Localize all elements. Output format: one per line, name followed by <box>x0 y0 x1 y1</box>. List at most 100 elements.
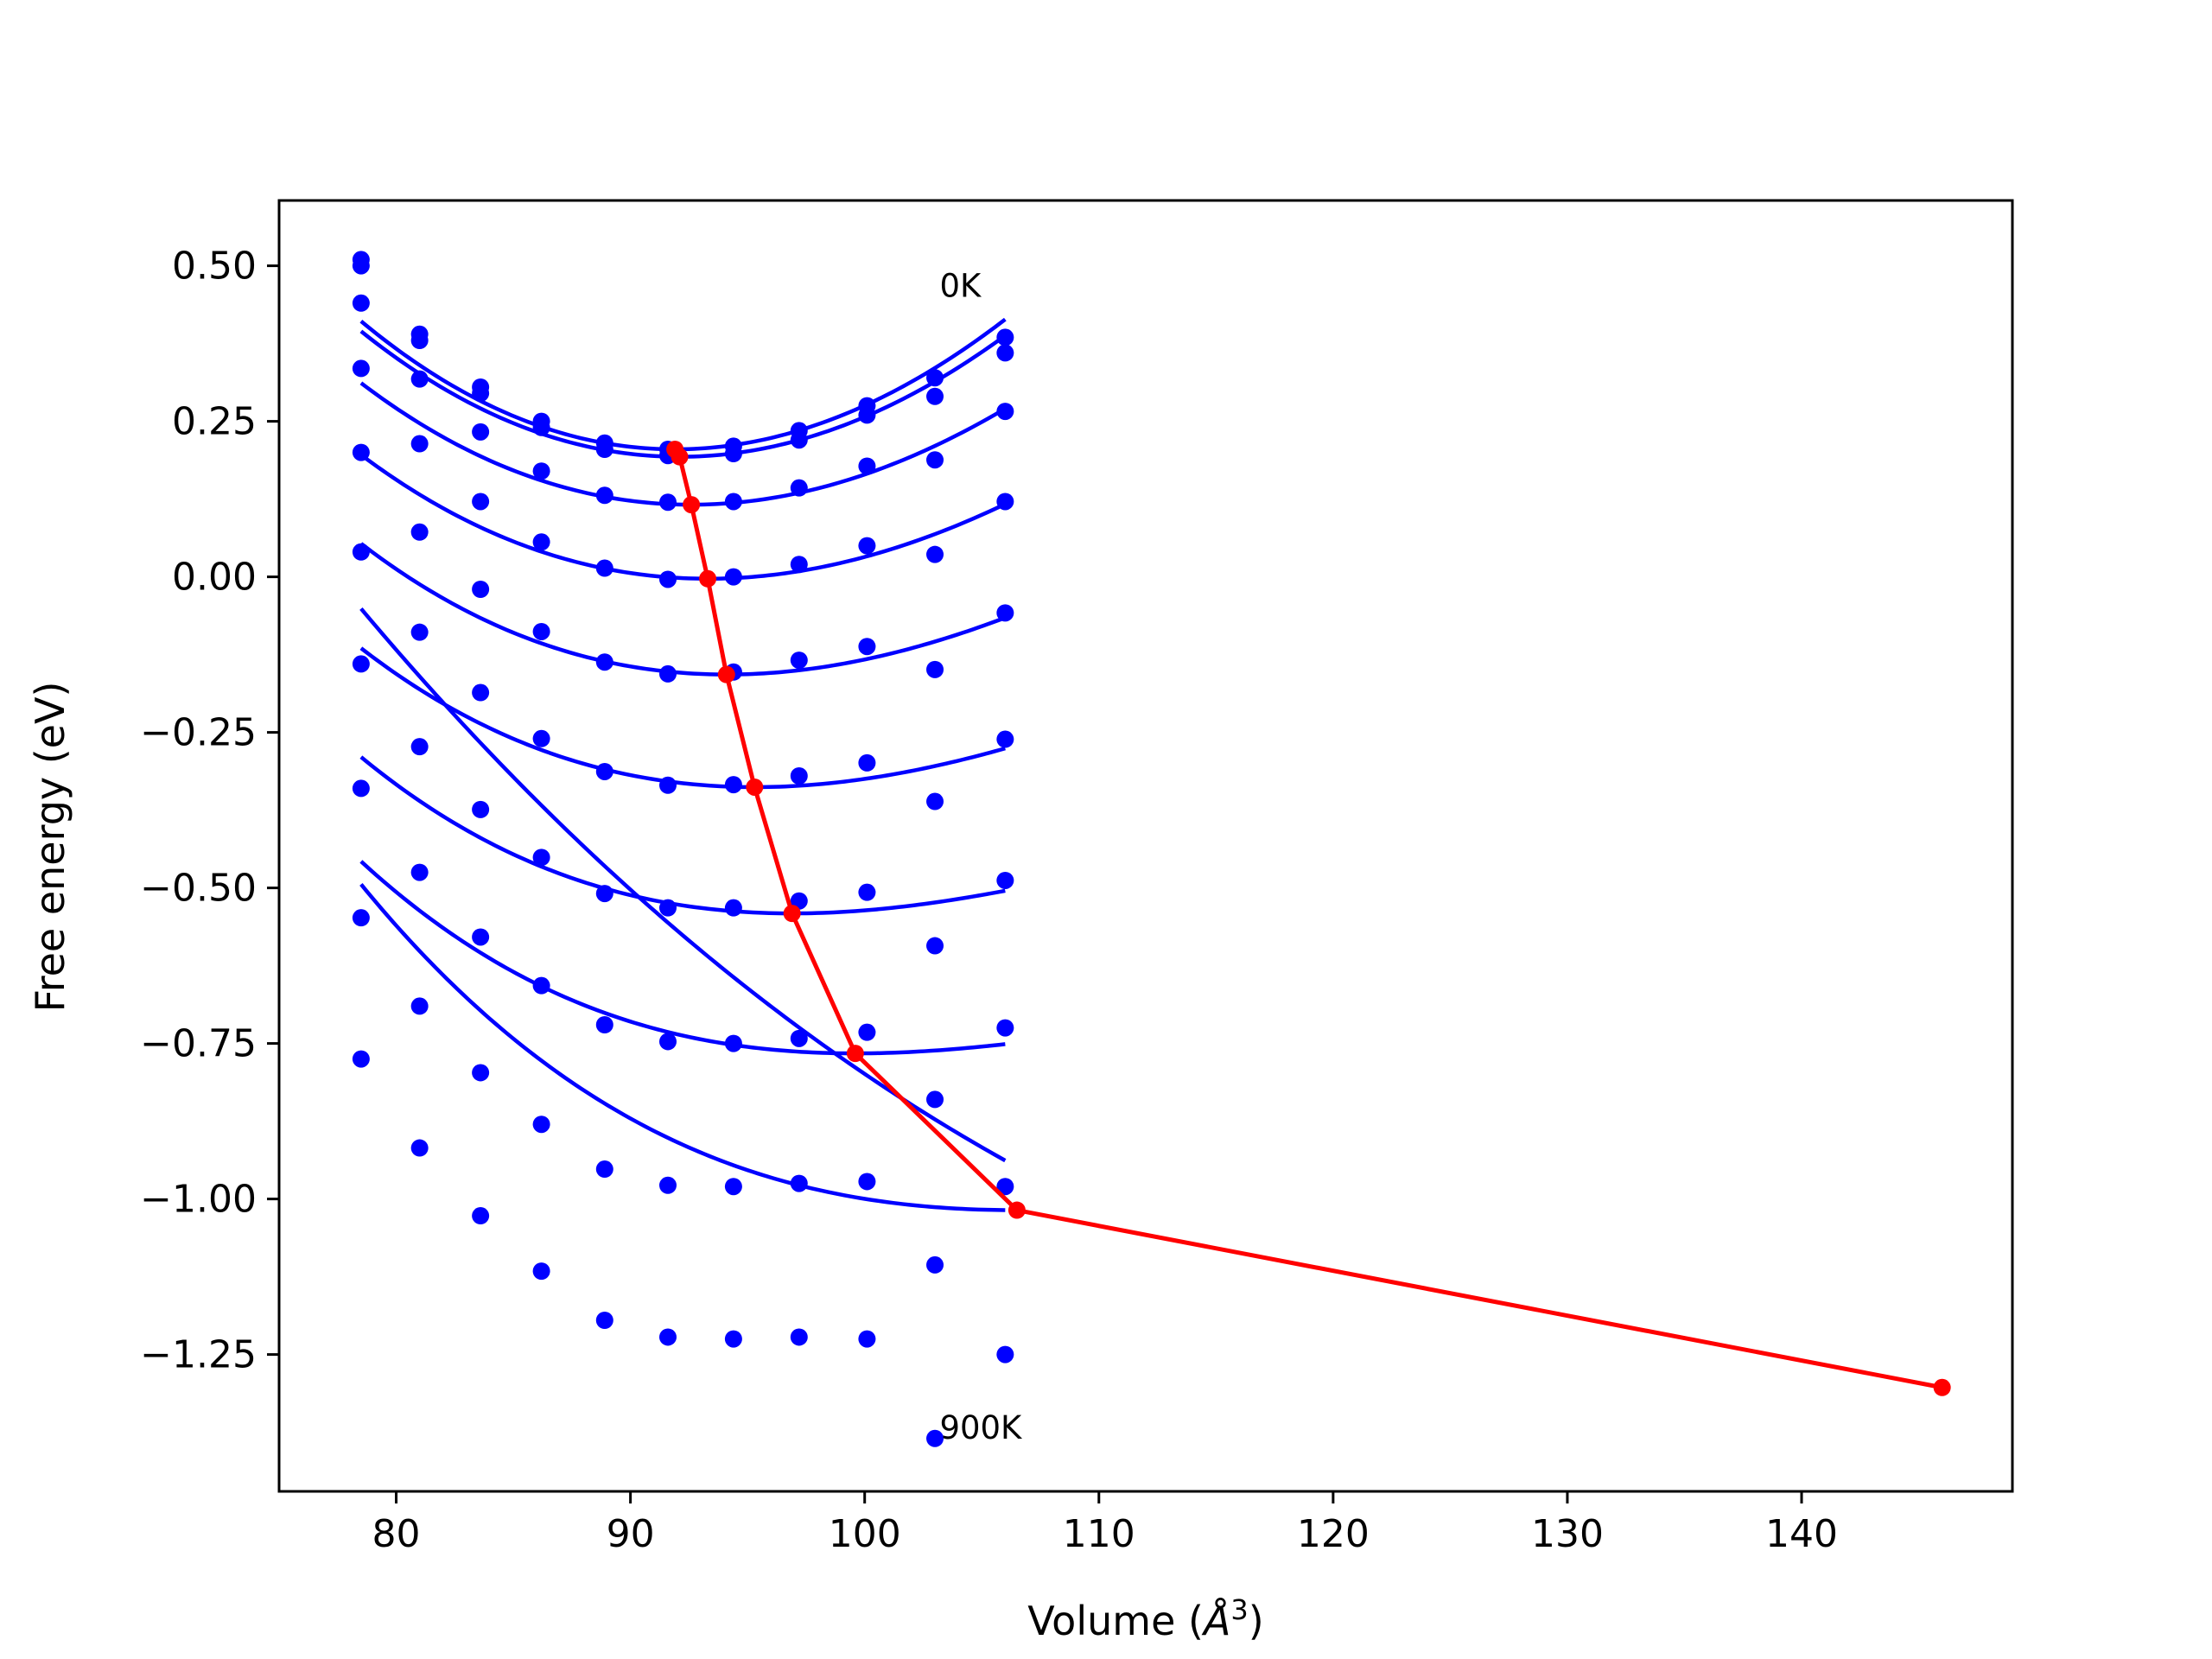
x-axis-label: Volume (Å3) <box>1027 1593 1263 1644</box>
data-point <box>724 493 742 511</box>
data-point <box>790 479 808 497</box>
data-point <box>658 1176 677 1194</box>
data-point <box>724 776 742 794</box>
data-point <box>472 385 490 403</box>
data-point <box>996 1019 1014 1037</box>
data-point <box>352 443 370 461</box>
data-point <box>996 328 1014 346</box>
data-point <box>595 762 613 780</box>
data-point <box>790 1328 808 1346</box>
data-point <box>858 1330 876 1348</box>
data-point <box>532 729 550 747</box>
data-point <box>532 976 550 995</box>
data-point <box>472 493 490 511</box>
data-point <box>472 800 490 818</box>
data-point <box>858 883 876 901</box>
data-point <box>858 537 876 555</box>
data-point <box>532 1116 550 1134</box>
y-tick-label: −0.25 <box>140 711 257 755</box>
y-tick-label: 0.50 <box>172 245 257 289</box>
y-tick-label: −1.25 <box>140 1333 257 1377</box>
data-point <box>926 387 944 405</box>
data-point <box>472 928 490 946</box>
y-tick-label: −0.50 <box>140 867 257 911</box>
data-point <box>595 653 613 671</box>
data-point <box>724 568 742 586</box>
data-point <box>926 792 944 810</box>
data-point <box>352 543 370 561</box>
data-point <box>724 899 742 917</box>
y-tick-label: 0.00 <box>172 556 257 600</box>
data-point <box>352 294 370 312</box>
data-point <box>472 683 490 702</box>
data-point <box>790 1029 808 1047</box>
x-tick-label: 90 <box>607 1512 655 1556</box>
data-point <box>472 581 490 598</box>
data-point <box>595 559 613 577</box>
data-point <box>595 885 613 903</box>
data-point <box>595 1312 613 1329</box>
minimum-point <box>846 1045 864 1063</box>
data-point <box>858 406 876 424</box>
data-point <box>532 622 550 640</box>
data-point <box>410 623 429 641</box>
data-point <box>996 604 1014 622</box>
temperature-annotation: 0K <box>939 268 982 305</box>
data-point <box>858 753 876 772</box>
data-point <box>996 871 1014 889</box>
fit-curve-8 <box>359 883 1006 1212</box>
data-point <box>658 570 677 588</box>
minimum-point <box>671 448 689 466</box>
minimum-point <box>1933 1378 1951 1396</box>
temperature-annotation: 900K <box>939 1409 1023 1446</box>
data-point <box>595 1160 613 1179</box>
data-point <box>352 655 370 673</box>
data-point <box>472 423 490 441</box>
data-point <box>595 486 613 505</box>
annotations: 0K 900K <box>939 268 1023 1446</box>
data-point <box>996 730 1014 748</box>
data-point <box>724 1330 742 1348</box>
data-point <box>790 556 808 574</box>
fit-curve-3 <box>359 453 1007 581</box>
minimum-point <box>783 905 801 923</box>
data-point <box>858 1173 876 1191</box>
data-point <box>926 937 944 955</box>
fit-curve-6 <box>359 755 1006 916</box>
data-point <box>724 1034 742 1052</box>
data-point <box>410 370 429 388</box>
data-point <box>724 1178 742 1196</box>
x-tick-label: 120 <box>1297 1512 1370 1556</box>
data-point <box>926 545 944 563</box>
data-point <box>352 909 370 927</box>
plot-frame <box>277 199 2014 1493</box>
x-tick-label: 100 <box>829 1512 901 1556</box>
data-point <box>790 652 808 670</box>
data-point <box>410 738 429 756</box>
fit-curve-4 <box>359 542 1007 677</box>
data-point <box>858 1023 876 1041</box>
data-point <box>790 1174 808 1192</box>
data-point <box>996 1178 1014 1196</box>
data-point <box>410 1139 429 1157</box>
x-axis-ticks: 80 90 100 110 120 130 140 <box>372 1491 1838 1556</box>
data-point <box>858 638 876 656</box>
data-point <box>926 1255 944 1274</box>
data-point <box>858 457 876 475</box>
data-point <box>532 462 550 480</box>
minimum-point <box>699 569 717 588</box>
data-point <box>595 1016 613 1033</box>
data-point <box>352 257 370 275</box>
data-point <box>410 863 429 881</box>
data-point <box>410 523 429 541</box>
data-point <box>790 431 808 449</box>
data-point <box>410 332 429 349</box>
x-tick-label: 110 <box>1063 1512 1135 1556</box>
data-point <box>658 493 677 512</box>
data-points <box>352 251 1014 1447</box>
y-tick-label: 0.25 <box>172 400 257 444</box>
data-point <box>724 445 742 463</box>
data-point <box>926 451 944 469</box>
